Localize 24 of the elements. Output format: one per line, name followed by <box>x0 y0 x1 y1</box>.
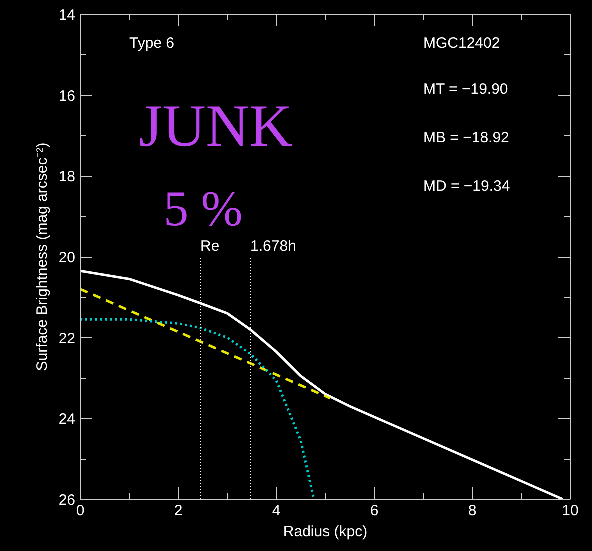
x-tick-label: 10 <box>562 502 579 520</box>
annotation: Type 6 <box>130 35 175 52</box>
ref-line-label: Re <box>200 238 220 255</box>
x-tick-label: 0 <box>76 502 85 520</box>
y-tick-label: 16 <box>58 88 76 105</box>
y-tick-label: 22 <box>58 330 76 348</box>
y-tick-label: 14 <box>58 7 76 24</box>
annotation: MT = −19.90 <box>424 81 508 98</box>
ref-line-label: 1.678h <box>250 238 296 255</box>
x-tick-label: 8 <box>468 502 477 520</box>
x-tick-label: 6 <box>370 502 379 520</box>
y-tick-label: 18 <box>58 168 76 186</box>
y-tick-label: 26 <box>58 492 76 509</box>
x-tick-label: 2 <box>174 502 183 520</box>
y-tick-label: 20 <box>58 250 76 266</box>
x-axis-title: Radius (kpc) <box>283 524 368 540</box>
annotation: JUNK <box>139 93 293 160</box>
y-axis-title: Surface Brightness (mag arcsec⁻²) <box>34 142 51 372</box>
x-tick-label: 4 <box>272 502 281 520</box>
annotation: 5 % <box>164 180 243 236</box>
annotation: MB = −18.92 <box>424 130 510 147</box>
annotation: MGC12402 <box>424 35 500 52</box>
annotation: MD = −19.34 <box>424 178 510 196</box>
y-tick-label: 24 <box>58 411 76 428</box>
